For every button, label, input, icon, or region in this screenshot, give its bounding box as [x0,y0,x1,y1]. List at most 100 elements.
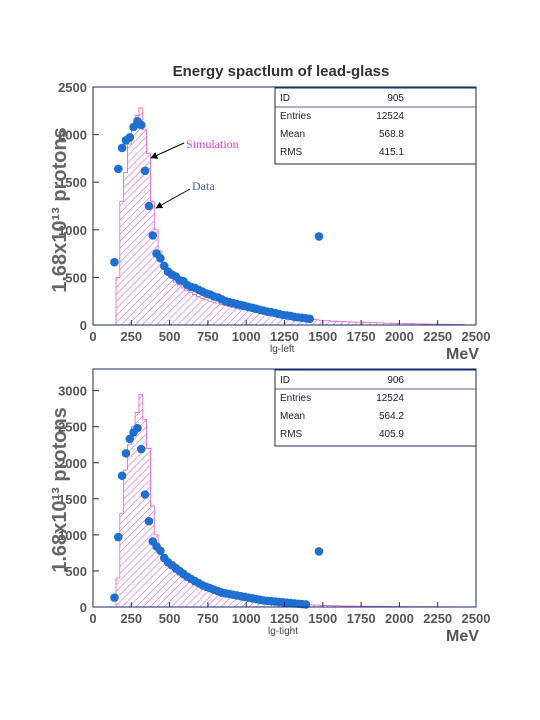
simulation-bar [135,412,139,607]
simulation-bar [215,592,220,607]
simulation-bar [200,587,205,607]
simulation-bar [138,107,143,325]
data-point [305,314,315,324]
x-tick-label: 2000 [385,611,414,626]
simulation-bar [322,605,331,607]
stats-box-frame [274,369,477,447]
simulation-bar [288,316,293,325]
simulation-bar [165,563,170,607]
x-axis-unit: MeV [446,628,479,645]
data-point [133,423,142,433]
simulation-bar [207,301,212,325]
data-point [156,546,165,556]
stats-value: 906 [387,375,404,386]
stats-box: ID 906 Entries 12524 Mean 564.2 RMS 405.… [274,369,477,447]
simulation-bar [115,277,120,325]
y-tick-label: 2500 [58,420,87,435]
simulation-bar [211,302,216,325]
data-point [110,257,119,267]
simulation-bar [311,319,316,325]
stats-value: 564.2 [379,411,404,422]
simulation-bar [280,315,285,325]
data-point [117,471,127,481]
simulation-bar [177,575,182,607]
y-tick-label: 1500 [58,175,87,190]
simulation-bar [135,115,139,325]
simulation-bar [192,584,197,607]
simulation-bar [158,250,162,325]
simulation-bar [184,580,189,607]
simulation-bar [315,605,319,607]
data-point [140,166,150,176]
simulation-bar [169,277,174,325]
x-tick-label: 0 [89,611,96,626]
simulation-bar [234,596,239,607]
simulation-bar [173,282,178,325]
simulation-arrow [150,142,185,159]
data-point [156,254,165,263]
stats-box-frame [274,87,477,165]
stats-label: Entries [280,393,311,404]
simulation-bar [184,290,189,325]
simulation-bar [414,323,423,325]
simulation-bar [384,323,392,325]
data-annotation: Data [192,179,215,193]
simulation-bar [353,322,362,325]
y-tick-label: 1500 [58,492,87,507]
x-tick-label: 1750 [347,329,376,344]
x-axis-unit: MeV [446,346,479,363]
simulation-bar [223,594,228,607]
simulation-bar [131,426,136,607]
stats-value: 415.1 [379,147,404,158]
data-point [110,593,119,602]
simulation-bar [204,588,208,607]
panel-lg-tight: 0 250 500 750 1000 1250 1500 1750 2000 2250 2500 0 5… [49,368,490,645]
simulation-bar [338,605,346,607]
simulation-bar [345,321,354,325]
simulation-bar [181,287,185,325]
y-axis-label: 1.68x10¹³ protons [49,127,71,293]
x-tick-label: 1750 [347,611,376,626]
histogram-name: lg-left [270,344,295,355]
simulation-bar [150,506,155,607]
simulation-bar [219,304,224,325]
y-tick-label: 2000 [58,456,87,471]
stats-value: 12524 [376,393,404,404]
simulation-bar [154,229,159,325]
simulation-bar [253,311,258,325]
x-tick-label: 500 [159,329,181,344]
simulation-bar [115,578,120,607]
simulation-bar [315,319,319,325]
simulation-bar [138,394,143,607]
simulation-bar [131,129,136,325]
stats-value: 12524 [376,111,404,122]
stats-label: Mean [280,411,305,422]
simulation-bar [318,605,323,607]
stats-label: RMS [280,429,303,440]
simulation-bar [246,310,251,325]
simulation-bar [173,572,178,607]
simulation-bar [146,153,151,325]
x-tick-label: 2250 [423,611,452,626]
simulation-bar [181,578,185,607]
simulation-bar [219,593,224,607]
simulation-bar [269,314,274,325]
data-point [125,133,135,142]
simulation-bar [234,308,239,325]
simulation-bar [119,513,124,607]
simulation-bar [330,605,339,607]
axis-ticks: 0 250 500 750 1000 1250 1500 1750 2000 2250 2500 0 5… [58,384,490,626]
simulation-bar [123,172,128,325]
x-tick-label: 1500 [308,611,337,626]
stats-label: ID [280,375,290,386]
simulation-bar [318,320,323,325]
stats-value: 568.8 [379,129,404,140]
stats-label: Mean [280,129,305,140]
simulation-bar [230,596,235,607]
simulation-bar [200,298,205,325]
x-tick-label: 750 [197,329,219,344]
simulation-bar [276,315,281,325]
simulation-bar [227,595,231,607]
y-tick-label: 2000 [58,128,87,143]
